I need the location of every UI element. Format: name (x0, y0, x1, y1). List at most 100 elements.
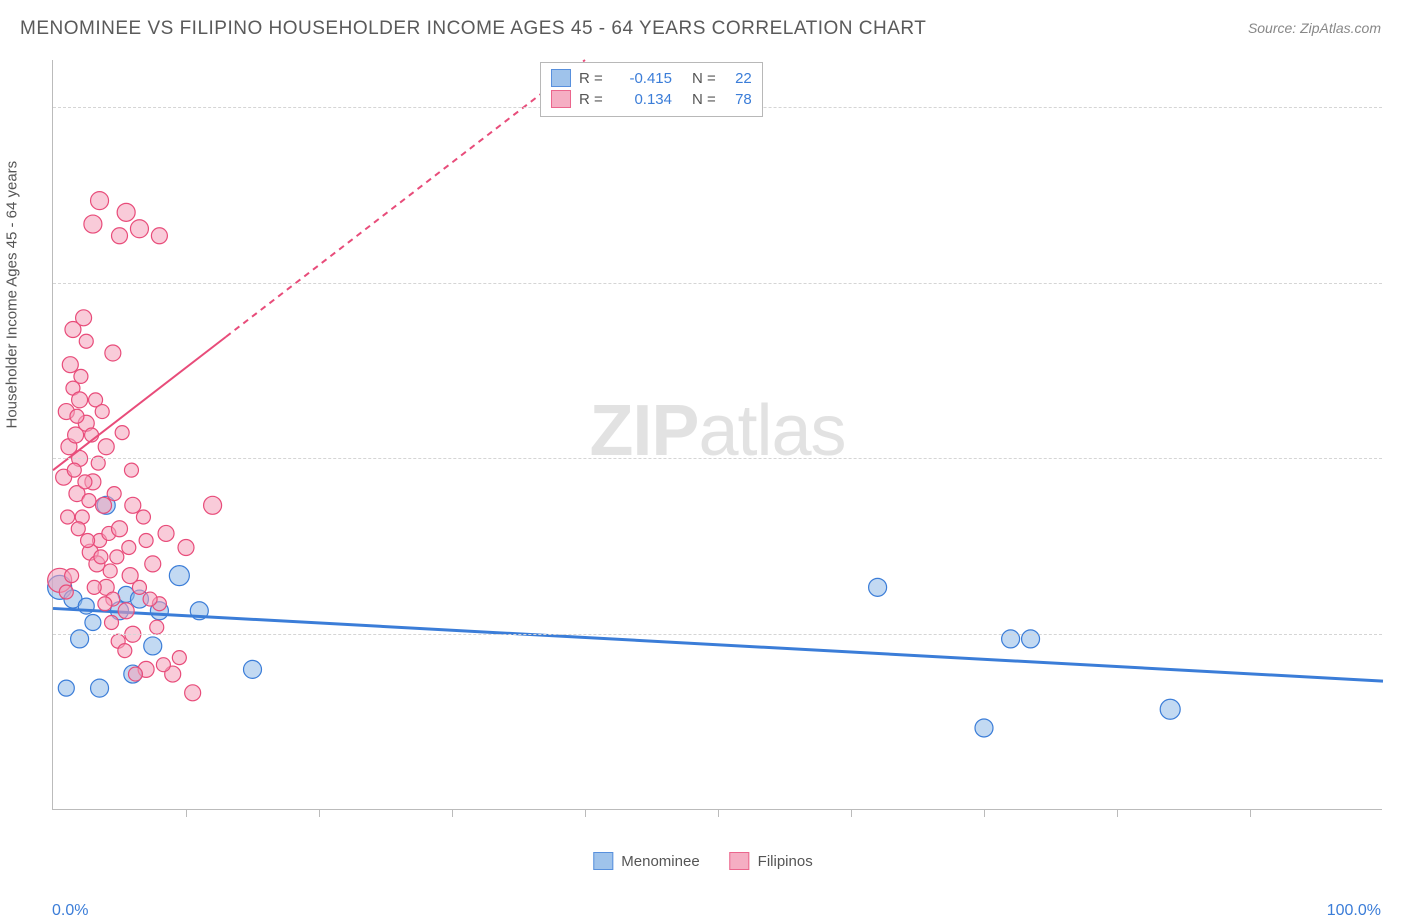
scatter-point (150, 620, 164, 634)
scatter-point (95, 405, 109, 419)
gridline (53, 283, 1382, 284)
scatter-svg (53, 60, 1382, 809)
x-tick-mark (1117, 809, 1118, 817)
scatter-point (1022, 630, 1040, 648)
legend-stat-row: R = -0.415 N = 22 (551, 69, 752, 87)
scatter-point (65, 569, 79, 583)
scatter-point (91, 679, 109, 697)
legend-stat-row: R = 0.134 N = 78 (551, 90, 752, 108)
scatter-point (85, 615, 101, 631)
chart-plot-area: ZIPatlas $75,000$150,000$225,000$300,000 (52, 60, 1382, 810)
gridline (53, 458, 1382, 459)
legend-item: Menominee (593, 852, 699, 870)
x-tick-mark (984, 809, 985, 817)
scatter-point (975, 719, 993, 737)
r-value: -0.415 (617, 70, 672, 87)
legend-swatch (730, 852, 750, 870)
trend-line-dashed (226, 60, 585, 337)
n-label: N = (692, 91, 716, 108)
x-tick-mark (585, 809, 586, 817)
scatter-point (178, 540, 194, 556)
legend-label: Menominee (621, 853, 699, 870)
x-axis-max-label: 100.0% (1327, 902, 1381, 920)
scatter-point (145, 556, 161, 572)
scatter-point (869, 578, 887, 596)
scatter-point (110, 550, 124, 564)
n-label: N = (692, 70, 716, 87)
x-tick-mark (718, 809, 719, 817)
scatter-point (98, 439, 114, 455)
y-tick-label: $75,000 (1390, 626, 1406, 643)
scatter-point (79, 334, 93, 348)
scatter-point (204, 496, 222, 514)
scatter-point (87, 580, 101, 594)
y-tick-label: $150,000 (1390, 450, 1406, 467)
n-value: 22 (724, 70, 752, 87)
scatter-point (71, 630, 89, 648)
chart-title: MENOMINEE VS FILIPINO HOUSEHOLDER INCOME… (20, 18, 926, 40)
legend-label: Filipinos (758, 853, 813, 870)
scatter-point (151, 228, 167, 244)
scatter-point (112, 521, 128, 537)
legend-swatch (551, 69, 571, 87)
scatter-point (71, 522, 85, 536)
x-tick-mark (452, 809, 453, 817)
scatter-point (1002, 630, 1020, 648)
scatter-point (74, 369, 88, 383)
scatter-point (107, 487, 121, 501)
scatter-point (115, 426, 129, 440)
r-label: R = (579, 70, 609, 87)
scatter-point (78, 475, 92, 489)
r-value: 0.134 (617, 91, 672, 108)
scatter-point (62, 357, 78, 373)
y-tick-label: $300,000 (1390, 98, 1406, 115)
x-tick-mark (186, 809, 187, 817)
scatter-point (139, 533, 153, 547)
x-axis-min-label: 0.0% (52, 902, 88, 920)
n-value: 78 (724, 91, 752, 108)
scatter-point (124, 463, 138, 477)
scatter-point (94, 550, 108, 564)
scatter-point (185, 685, 201, 701)
scatter-point (130, 220, 148, 238)
series-legend: Menominee Filipinos (593, 852, 812, 870)
scatter-point (118, 603, 134, 619)
gridline (53, 634, 1382, 635)
correlation-legend: R = -0.415 N = 22 R = 0.134 N = 78 (540, 62, 763, 117)
x-tick-mark (851, 809, 852, 817)
scatter-point (96, 497, 112, 513)
x-tick-mark (1250, 809, 1251, 817)
scatter-point (58, 680, 74, 696)
scatter-point (105, 345, 121, 361)
scatter-point (76, 310, 92, 326)
scatter-point (105, 616, 119, 630)
scatter-point (125, 497, 141, 513)
scatter-point (70, 409, 84, 423)
scatter-point (169, 566, 189, 586)
scatter-point (144, 637, 162, 655)
scatter-point (172, 651, 186, 665)
scatter-point (122, 541, 136, 555)
scatter-point (72, 392, 88, 408)
scatter-point (244, 660, 262, 678)
scatter-point (156, 658, 170, 672)
r-label: R = (579, 91, 609, 108)
legend-swatch (551, 90, 571, 108)
scatter-point (1160, 699, 1180, 719)
scatter-point (91, 192, 109, 210)
scatter-point (158, 525, 174, 541)
scatter-point (81, 533, 95, 547)
legend-item: Filipinos (730, 852, 813, 870)
legend-swatch (593, 852, 613, 870)
scatter-point (103, 564, 117, 578)
scatter-point (128, 667, 142, 681)
source-attribution: Source: ZipAtlas.com (1248, 20, 1381, 36)
scatter-point (112, 228, 128, 244)
scatter-point (136, 510, 150, 524)
y-axis-label: Householder Income Ages 45 - 64 years (4, 161, 21, 429)
scatter-point (132, 580, 146, 594)
scatter-point (61, 510, 75, 524)
scatter-point (59, 585, 73, 599)
scatter-point (84, 215, 102, 233)
scatter-point (67, 463, 81, 477)
